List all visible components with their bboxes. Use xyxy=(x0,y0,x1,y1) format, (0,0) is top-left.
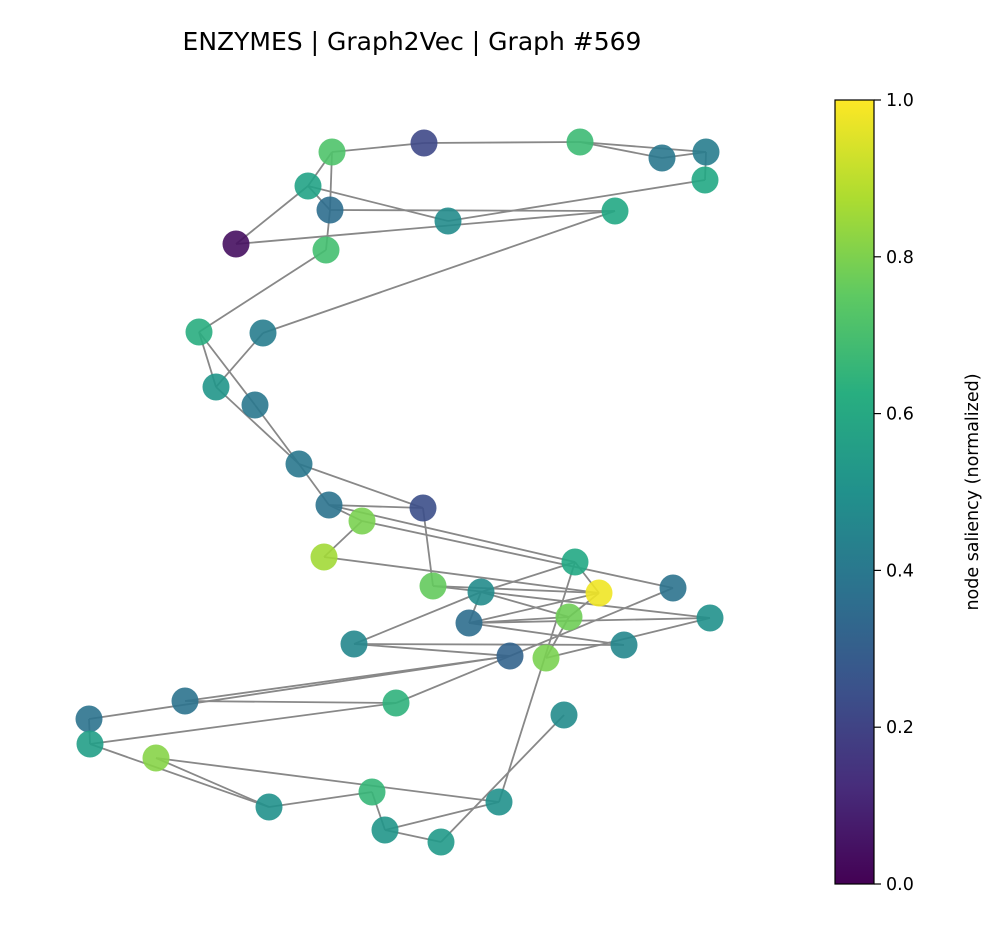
graph-node xyxy=(171,687,199,715)
graph-edge xyxy=(235,210,616,245)
colorbar-tick-label: 0.6 xyxy=(886,405,914,425)
graph-node xyxy=(76,730,104,758)
graph-edges xyxy=(88,141,711,843)
graph-node xyxy=(692,138,720,166)
graph-edge xyxy=(579,141,663,159)
graph-edge xyxy=(328,504,424,509)
graph-node xyxy=(585,579,613,607)
graph-node xyxy=(467,578,495,606)
graph-edge xyxy=(184,700,397,704)
graph-node xyxy=(566,128,594,156)
graph-nodes xyxy=(75,128,724,856)
graph-node xyxy=(371,816,399,844)
graph-edge xyxy=(353,643,511,657)
graph-node xyxy=(409,494,437,522)
graph-edge xyxy=(440,714,565,843)
graph-node xyxy=(455,609,483,637)
graph-node xyxy=(285,450,313,478)
graph-node xyxy=(241,391,269,419)
colorbar-label: node saliency (normalized) xyxy=(963,373,983,610)
graph-node xyxy=(601,197,629,225)
graph-node xyxy=(294,172,322,200)
graph-edge xyxy=(155,757,500,803)
graph-edge xyxy=(498,561,576,803)
graph-node xyxy=(315,491,343,519)
graph-node xyxy=(485,788,513,816)
graph-plot xyxy=(75,128,724,856)
graph-node xyxy=(75,705,103,733)
graph-edge xyxy=(468,622,625,646)
graph-node xyxy=(419,572,447,600)
graph-node xyxy=(691,166,719,194)
colorbar: 0.0 0.2 0.4 0.6 0.8 1.0 node saliency (normal… xyxy=(834,91,983,895)
graph-node xyxy=(316,196,344,224)
graph-edge xyxy=(262,210,616,334)
graph-edge xyxy=(235,185,309,245)
graph-node xyxy=(648,144,676,172)
graph-edge xyxy=(331,142,425,153)
colorbar-ticks: 0.0 0.2 0.4 0.6 0.8 1.0 xyxy=(874,91,914,895)
graph-node xyxy=(310,543,338,571)
graph-node xyxy=(142,744,170,772)
graph-edge xyxy=(89,702,397,745)
graph-node xyxy=(496,642,524,670)
graph-node xyxy=(318,138,346,166)
graph-edge xyxy=(155,757,270,808)
graph-node xyxy=(555,603,583,631)
graph-edge xyxy=(423,141,581,144)
graph-edge xyxy=(215,386,300,465)
colorbar-tick-label: 0.0 xyxy=(886,875,914,895)
graph-edge xyxy=(88,655,511,720)
graph-node xyxy=(340,630,368,658)
graph-edge xyxy=(298,463,424,509)
graph-edge xyxy=(468,592,600,624)
graph-edge xyxy=(361,520,674,589)
graph-edge xyxy=(89,743,270,808)
colorbar-tick-label: 1.0 xyxy=(886,91,914,111)
graph-node xyxy=(249,319,277,347)
graph-node xyxy=(312,236,340,264)
graph-node xyxy=(255,793,283,821)
graph-edge xyxy=(447,179,706,222)
graph-edge xyxy=(353,591,482,645)
graph-node xyxy=(202,373,230,401)
graph-edge xyxy=(307,185,449,222)
graph-node xyxy=(410,129,438,157)
graph-edge xyxy=(480,591,570,618)
colorbar-tick-label: 0.4 xyxy=(886,561,914,581)
graph-node xyxy=(222,230,250,258)
graph-node xyxy=(659,574,687,602)
graph-edge xyxy=(432,585,600,594)
graph-edge xyxy=(323,556,600,594)
graph-node xyxy=(550,701,578,729)
graph-node xyxy=(532,644,560,672)
colorbar-tick-label: 0.2 xyxy=(886,718,914,738)
graph-edge xyxy=(329,209,616,212)
graph-node xyxy=(348,507,376,535)
graph-edge xyxy=(198,331,256,406)
graph-node xyxy=(696,604,724,632)
graph-edge xyxy=(268,791,373,808)
colorbar-gradient xyxy=(834,99,875,885)
graph-node xyxy=(561,548,589,576)
chart-title: ENZYMES | Graph2Vec | Graph #569 xyxy=(183,27,642,56)
graph-node xyxy=(358,778,386,806)
graph-edge xyxy=(384,801,500,831)
graph-node xyxy=(185,318,213,346)
graph-edge xyxy=(395,655,511,704)
graph-node xyxy=(427,828,455,856)
graph-edge xyxy=(468,617,711,624)
graph-edge xyxy=(480,561,576,593)
graph-node xyxy=(610,631,638,659)
colorbar-tick-label: 0.8 xyxy=(886,248,914,268)
graph-node xyxy=(382,689,410,717)
graph-edge xyxy=(579,141,707,153)
graph-node xyxy=(434,207,462,235)
graph-edge xyxy=(198,249,327,333)
graph-edge xyxy=(353,643,625,646)
